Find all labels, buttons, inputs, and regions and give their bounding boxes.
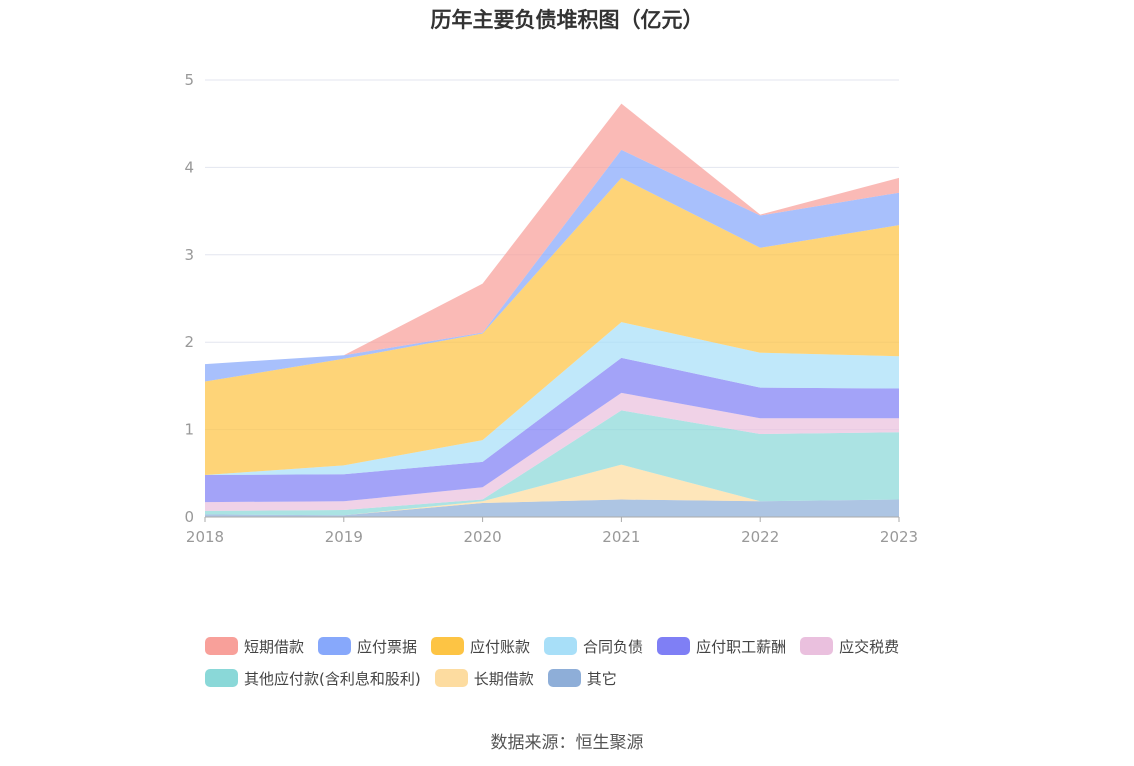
legend-swatch (547, 669, 581, 687)
area-series-6[interactable] (205, 177, 899, 475)
x-tick-label: 2021 (602, 528, 640, 546)
y-tick-label: 1 (184, 421, 194, 439)
legend-label: 其它 (586, 669, 617, 688)
y-tick-label: 0 (184, 508, 194, 526)
legend-label: 其他应付款(含利息和股利) (244, 669, 421, 688)
axes: 0 1 2 3 4 5 2018 2019 2020 2021 2022 2023 (184, 71, 918, 546)
legend-swatch (544, 637, 578, 655)
x-tick-label: 2020 (464, 528, 502, 546)
legend-row-2: 其他应付款(含利息和股利) 长期借款 其它 (205, 662, 965, 694)
legend-label: 应付票据 (357, 637, 418, 656)
x-tick-label: 2023 (880, 528, 918, 546)
legend-row-1: 短期借款 应付票据 应付账款 合同负债 应付职工薪酬 应交税费 (205, 630, 965, 662)
legend-item[interactable]: 应付账款 (431, 636, 530, 657)
stacked-area-chart: 0 1 2 3 4 5 2018 2019 2020 2021 2022 2023 (184, 71, 918, 546)
x-tick-label: 2019 (325, 528, 363, 546)
legend-label: 长期借款 (473, 669, 534, 688)
x-tick-label: 2018 (186, 528, 224, 546)
chart-title: 历年主要负债堆积图（亿元） (430, 8, 704, 32)
area-series-4[interactable] (205, 357, 899, 503)
legend: 短期借款 应付票据 应付账款 合同负债 应付职工薪酬 应交税费 其他应付款(含利息和股利)… (205, 630, 965, 694)
area-series-3[interactable] (205, 392, 899, 511)
legend-label: 合同负债 (583, 637, 644, 656)
legend-swatch (205, 669, 238, 687)
legend-item[interactable]: 短期借款 (205, 636, 304, 657)
legend-item[interactable]: 其他应付款(含利息和股利) (205, 668, 421, 689)
legend-swatch (657, 637, 691, 655)
area-series-5[interactable] (205, 322, 899, 475)
legend-label: 短期借款 (244, 637, 305, 656)
y-tick-label: 4 (184, 158, 194, 176)
x-tick-label: 2022 (741, 528, 779, 546)
area-series-0[interactable] (205, 499, 899, 518)
legend-label: 应交税费 (839, 637, 900, 656)
legend-item[interactable]: 应付职工薪酬 (657, 636, 786, 657)
legend-label: 应付职工薪酬 (696, 637, 787, 656)
area-series (205, 103, 899, 518)
legend-item[interactable]: 应交税费 (800, 636, 899, 657)
y-tick-label: 2 (184, 333, 194, 351)
area-series-2[interactable] (205, 410, 899, 516)
legend-swatch (800, 637, 834, 655)
legend-swatch (205, 637, 238, 655)
legend-item[interactable]: 应付票据 (318, 636, 417, 657)
legend-swatch (431, 637, 465, 655)
area-series-1[interactable] (205, 464, 899, 516)
legend-item[interactable]: 其它 (547, 668, 617, 689)
area-series-8[interactable] (205, 103, 899, 365)
source-note: 数据来源：恒生聚源 (490, 733, 644, 753)
area-series-7[interactable] (205, 149, 899, 382)
legend-swatch (434, 669, 468, 687)
legend-swatch (318, 637, 352, 655)
y-tick-label: 3 (184, 246, 194, 264)
legend-label: 应付账款 (470, 637, 531, 656)
legend-item[interactable]: 合同负债 (544, 636, 643, 657)
legend-item[interactable]: 长期借款 (434, 668, 534, 689)
y-tick-label: 5 (184, 71, 194, 89)
